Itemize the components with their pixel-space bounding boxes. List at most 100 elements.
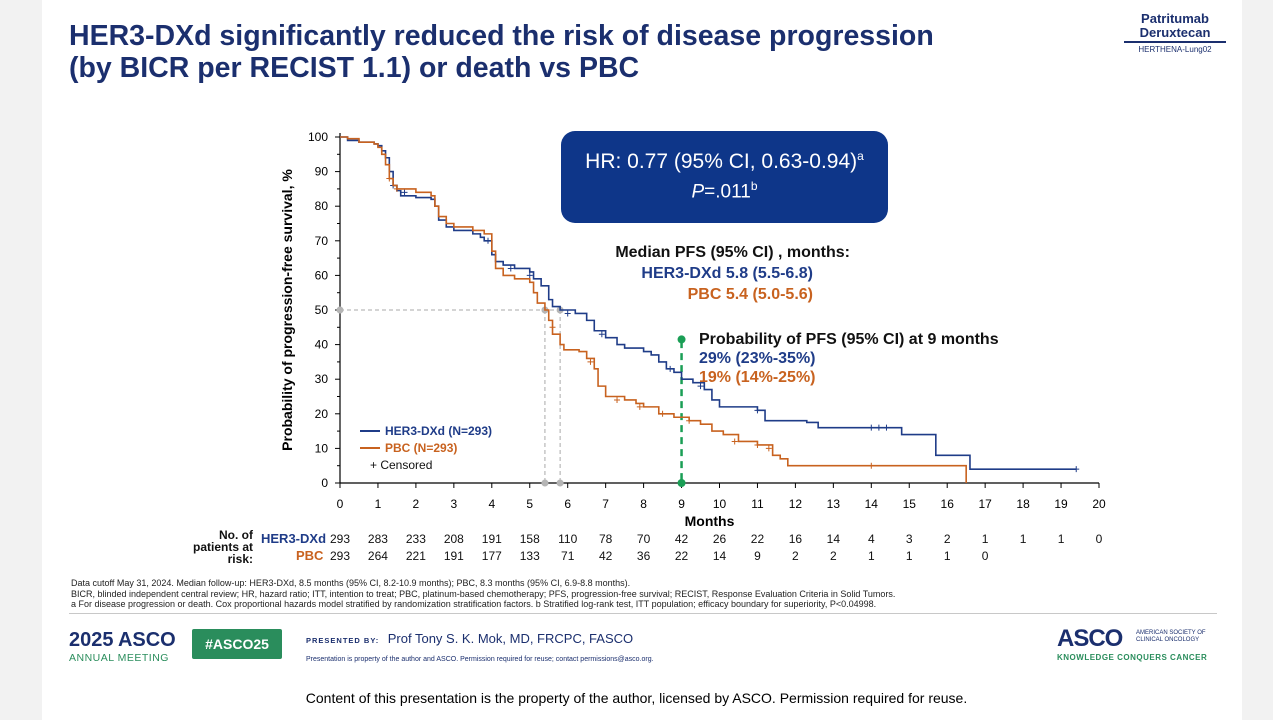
slide — [42, 0, 1242, 676]
y-tick-label: 60 — [315, 268, 329, 282]
brand-rule — [1124, 41, 1226, 43]
risk-pbc-value: 2 — [792, 549, 799, 563]
risk-her3-value: 26 — [713, 532, 727, 546]
censor-mark-pbc — [386, 175, 393, 182]
censor-mark-her3 — [526, 272, 533, 279]
hr-sup: a — [857, 149, 864, 163]
brand-trial: HERTHENA-Lung02 — [1138, 45, 1212, 54]
risk-pbc-value: 14 — [713, 549, 727, 563]
brand-name-1: Patritumab — [1141, 11, 1209, 26]
presented-by-label: PRESENTED BY: — [306, 636, 380, 645]
risk-her3-value: 0 — [1096, 532, 1103, 546]
risk-table-title: No. of patients at risk: — [192, 528, 253, 566]
right-margin — [1242, 0, 1273, 720]
risk-pbc-value: 9 — [754, 549, 761, 563]
y-tick-label: 100 — [308, 130, 328, 144]
risk-her3-value: 22 — [751, 532, 765, 546]
footnote-1: Data cutoff May 31, 2024. Median follow-… — [71, 578, 631, 588]
censor-mark-her3 — [1073, 466, 1080, 473]
risk-her3-value: 110 — [558, 532, 577, 546]
censor-mark-her3 — [598, 331, 605, 338]
censor-mark-her3 — [883, 424, 890, 431]
median-heading: Median PFS (95% CI) , months: — [615, 244, 850, 261]
risk-pbc-value: 221 — [406, 549, 426, 563]
hr-text: HR: 0.77 (95% CI, 0.63-0.94) — [585, 150, 858, 173]
meeting-year: 2025 — [69, 629, 114, 651]
risk-her3-value: 42 — [675, 532, 689, 546]
censor-mark-her3 — [485, 237, 492, 244]
asco-logo: ASCO AMERICAN SOCIETY OF CLINICAL ONCOLO… — [1057, 625, 1217, 662]
risk-her3-value: 208 — [444, 532, 464, 546]
risk-pbc-value: 0 — [982, 549, 989, 563]
hr-text-line: HR: 0.77 (95% CI, 0.63-0.94)a — [561, 149, 888, 174]
risk-her3-value: 4 — [868, 532, 875, 546]
risk-her3-value: 2 — [944, 532, 951, 546]
censor-mark-pbc — [587, 358, 594, 365]
risk-her3-value: 14 — [827, 532, 841, 546]
censor-mark-her3 — [667, 365, 674, 372]
risk-pbc-value: 1 — [944, 549, 951, 563]
censor-mark-pbc — [731, 438, 738, 445]
risk-her3-value: 1 — [982, 532, 989, 546]
asco-tagline: KNOWLEDGE CONQUERS CANCER — [1057, 653, 1208, 662]
x-tick-label: 14 — [865, 497, 879, 511]
risk-her3-value: 70 — [637, 532, 651, 546]
y-axis-title: Probability of progression-free survival… — [279, 169, 295, 451]
legend-label-her3: HER3-DXd (N=293) — [385, 424, 492, 438]
censor-mark-her3 — [697, 383, 704, 390]
hashtag-badge: #ASCO25 — [192, 629, 282, 659]
left-margin — [0, 0, 42, 720]
median-x-marker — [556, 479, 564, 487]
risk-her3-value: 293 — [330, 532, 350, 546]
median-pbc: PBC 5.4 (5.0-5.6) — [687, 286, 813, 303]
risk-pbc-value: 36 — [637, 549, 651, 563]
x-tick-label: 19 — [1054, 497, 1068, 511]
x-tick-label: 11 — [751, 497, 764, 511]
prob-her3: 29% (23%-35%) — [699, 350, 816, 367]
risk-pbc-value: 191 — [444, 549, 464, 563]
censor-mark-pbc — [393, 185, 400, 192]
censor-mark-pbc — [636, 403, 643, 410]
x-axis-title: Months — [685, 513, 735, 529]
x-tick-label: 15 — [903, 497, 917, 511]
risk-her3-value: 78 — [599, 532, 613, 546]
y-tick-label: 0 — [321, 476, 328, 490]
risk-pbc-value: 264 — [368, 549, 388, 563]
km-curve-pbc — [340, 136, 967, 483]
censor-mark-pbc — [754, 441, 761, 448]
asco-logo-text: ASCO — [1057, 625, 1123, 652]
meeting-label: ANNUAL MEETING — [69, 652, 169, 664]
censor-mark-her3 — [868, 424, 875, 431]
x-tick-label: 5 — [526, 497, 533, 511]
censor-mark-pbc — [614, 396, 621, 403]
median-y-marker — [336, 306, 344, 314]
x-tick-label: 1 — [375, 497, 382, 511]
p-label: P — [691, 181, 705, 203]
copyright-note: Content of this presentation is the prop… — [305, 690, 968, 706]
x-tick-label: 10 — [713, 497, 727, 511]
censor-mark-her3 — [401, 189, 408, 196]
risk-pbc-value: 22 — [675, 549, 689, 563]
risk-pbc-value: 1 — [868, 549, 875, 563]
risk-pbc-value: 42 — [599, 549, 613, 563]
risk-her3-value: 1 — [1058, 532, 1065, 546]
presenter-name: Prof Tony S. K. Mok, MD, FRCPC, FASCO — [387, 631, 634, 646]
footnote-3: a For disease progression or death. Cox … — [71, 599, 877, 609]
risk-her3-value: 191 — [482, 532, 502, 546]
meeting-brand: ASCO — [117, 629, 176, 651]
legend-label-censored: + Censored — [370, 458, 432, 472]
y-tick-label: 50 — [315, 303, 329, 317]
risk-her3-value: 283 — [368, 532, 388, 546]
censor-mark-pbc — [868, 462, 875, 469]
risk-her3-label: HER3-DXd — [261, 531, 327, 546]
x-tick-label: 6 — [564, 497, 571, 511]
landmark-top-dot — [677, 335, 686, 344]
median-x-marker — [541, 479, 549, 487]
y-tick-label: 10 — [315, 441, 329, 455]
censor-mark-pbc — [549, 324, 556, 331]
legend-label-pbc: PBC (N=293) — [385, 441, 457, 455]
x-tick-label: 18 — [1016, 497, 1030, 511]
y-tick-label: 20 — [315, 407, 329, 421]
x-tick-label: 7 — [602, 497, 609, 511]
